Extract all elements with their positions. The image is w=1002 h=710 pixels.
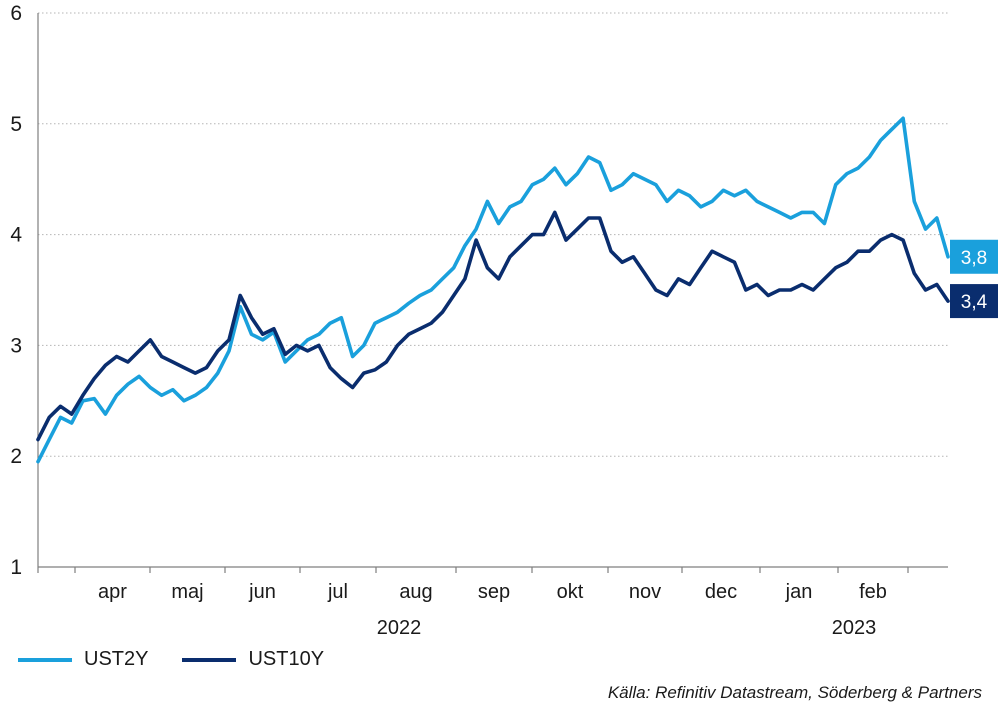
series-line-ust10y bbox=[36, 210, 950, 442]
x-month-label: maj bbox=[171, 581, 203, 603]
x-month-label: apr bbox=[98, 581, 127, 603]
y-tick-label: 2 bbox=[10, 445, 22, 468]
x-year-labels: 2022 2023 bbox=[377, 617, 877, 639]
end-label-ust2y: 3,8 bbox=[961, 248, 987, 269]
end-value-labels: 3,8 3,4 bbox=[950, 239, 998, 319]
x-month-label: feb bbox=[859, 581, 887, 603]
legend-item-ust10y: UST10Y bbox=[182, 648, 324, 671]
legend-label-ust10y: UST10Y bbox=[248, 648, 325, 670]
line-chart: 6 5 4 3 2 1 apr maj jun jul aug sep okt nov dec jan feb… bbox=[10, 2, 998, 639]
y-tick-label: 4 bbox=[10, 224, 22, 247]
x-month-labels: apr maj jun jul aug sep okt nov dec jan feb bbox=[98, 581, 887, 603]
legend-item-ust2y: UST2Y bbox=[18, 648, 148, 671]
legend-swatch-ust10y bbox=[182, 657, 237, 662]
legend-label-ust2y: UST2Y bbox=[84, 648, 149, 670]
x-month-label: okt bbox=[557, 581, 584, 603]
x-year-label: 2023 bbox=[832, 617, 877, 639]
x-month-label: dec bbox=[705, 581, 737, 603]
x-month-label: sep bbox=[478, 581, 510, 603]
y-tick-label: 5 bbox=[10, 113, 22, 136]
x-tick-marks bbox=[37, 567, 909, 573]
y-tick-label: 1 bbox=[10, 556, 22, 579]
x-year-label: 2022 bbox=[377, 617, 422, 639]
x-month-label: nov bbox=[629, 581, 661, 603]
source-note: Källa: Refinitiv Datastream, Söderberg &… bbox=[607, 683, 982, 702]
end-label-ust10y: 3,4 bbox=[961, 292, 988, 313]
series-line-ust2y bbox=[36, 116, 950, 464]
x-month-label: jul bbox=[327, 581, 348, 603]
legend-swatch-ust2y bbox=[18, 657, 72, 662]
legend: UST2Y UST10Y bbox=[18, 648, 324, 671]
y-tick-label: 6 bbox=[10, 2, 22, 25]
end-label-box-ust10y bbox=[950, 284, 998, 319]
series-lines bbox=[36, 116, 950, 464]
x-month-label: jun bbox=[248, 581, 276, 603]
y-tick-label: 3 bbox=[10, 334, 22, 357]
end-label-box-ust2y bbox=[950, 239, 998, 274]
y-tick-labels: 6 5 4 3 2 1 bbox=[10, 2, 22, 579]
x-month-label: jan bbox=[785, 581, 813, 603]
x-month-label: aug bbox=[399, 581, 432, 603]
